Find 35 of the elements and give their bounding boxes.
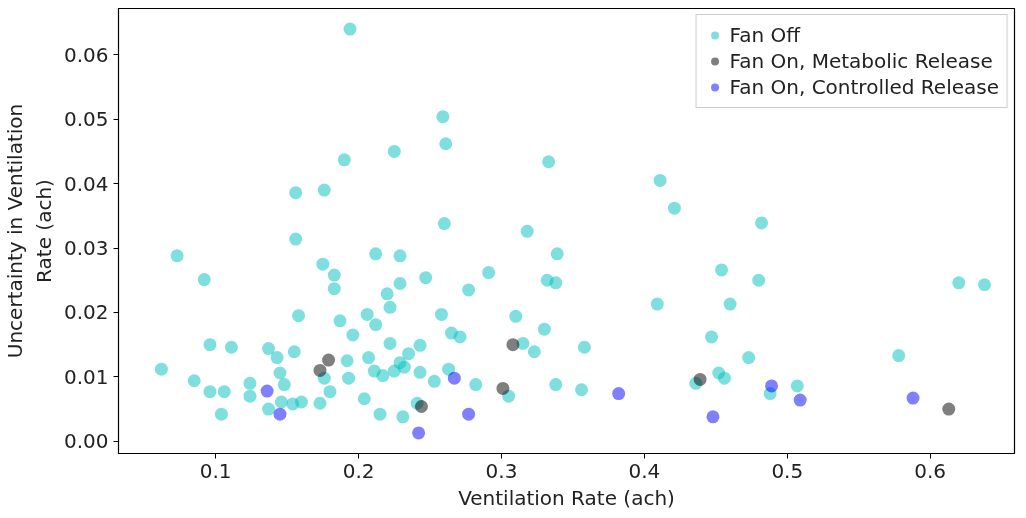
- y-tick-label: 0.01: [63, 364, 109, 389]
- point: [414, 400, 428, 413]
- x-tick-label: 0.6: [914, 458, 947, 483]
- point: [706, 410, 720, 424]
- point: [506, 338, 520, 352]
- y-tick-label: 0.05: [63, 107, 109, 132]
- x-axis-title: Ventilation Rate (ach): [458, 485, 675, 510]
- point: [462, 407, 476, 421]
- legend-label: Fan On, Controlled Release: [729, 75, 999, 99]
- point: [942, 402, 956, 416]
- legend-label: Fan On, Metabolic Release: [729, 49, 993, 73]
- y-tick-label: 0.03: [63, 236, 109, 261]
- point: [322, 353, 336, 367]
- y-tick-label: 0.02: [63, 300, 109, 325]
- point: [496, 381, 510, 395]
- y-tick-label: 0.00: [63, 429, 109, 454]
- y-axis-title: Uncertainty in Ventilation Rate (ach): [3, 103, 56, 359]
- point: [612, 387, 626, 401]
- y-tick-label: 0.04: [63, 171, 109, 196]
- point: [765, 379, 779, 393]
- point: [447, 371, 461, 385]
- legend-label: Fan Off: [729, 23, 801, 47]
- point: [273, 407, 287, 421]
- point: [693, 372, 707, 386]
- y-tick-label: 0.06: [63, 42, 109, 67]
- x-tick-label: 0.3: [485, 458, 518, 483]
- point: [412, 426, 426, 440]
- x-tick-label: 0.5: [771, 458, 804, 483]
- point: [793, 393, 807, 407]
- point: [906, 391, 920, 405]
- point: [313, 363, 327, 377]
- point: [260, 384, 274, 398]
- x-tick-label: 0.2: [342, 458, 375, 483]
- x-tick-label: 0.1: [199, 458, 232, 483]
- x-tick-label: 0.4: [628, 458, 661, 483]
